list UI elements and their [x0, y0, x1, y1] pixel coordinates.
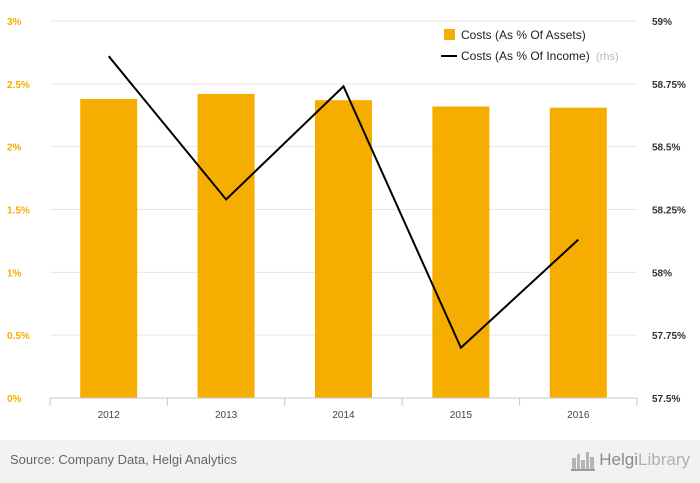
legend-label-bar: Costs (As % Of Assets)	[461, 28, 586, 42]
line-series	[107, 55, 579, 350]
right-tick-label: 58.25%	[652, 206, 686, 217]
legend-label-line-suffix: (rhs)	[596, 51, 619, 63]
right-tick-label: 58.5%	[652, 143, 680, 154]
left-tick-label: 1.5%	[7, 206, 30, 217]
footer-bar: Source: Company Data, Helgi Analytics He…	[0, 440, 700, 483]
x-tick-label: 2016	[567, 410, 590, 421]
axes: 0% 0.5% 1% 1.5% 2% 2.5% 3% 57.5% 57.75% 58% 58.25%…	[7, 17, 686, 421]
brand-name-helgi: Helgi	[599, 450, 639, 469]
brand-name: HelgiLibrary	[599, 450, 690, 470]
left-tick-label: 1%	[7, 268, 22, 279]
right-tick-label: 57.75%	[652, 331, 686, 342]
left-tick-label: 0.5%	[7, 331, 30, 342]
bar	[197, 93, 255, 399]
bar	[315, 100, 372, 399]
left-tick-label: 3%	[7, 17, 22, 28]
bar-series	[80, 93, 607, 399]
legend-label-line-name: Costs (As % Of Income)	[461, 49, 590, 63]
city-skyline-icon	[571, 452, 596, 471]
legend: Costs (As % Of Assets) Costs (As % Of In…	[441, 28, 619, 63]
x-tick-label: 2012	[98, 410, 121, 421]
brand-name-library: Library	[638, 450, 690, 469]
right-tick-label: 58%	[652, 268, 672, 279]
right-tick-label: 57.5%	[652, 394, 680, 405]
x-tick-label: 2015	[450, 410, 473, 421]
chart: 0% 0.5% 1% 1.5% 2% 2.5% 3% 57.5% 57.75% 58% 58.25%…	[7, 17, 686, 421]
x-tick-label: 2014	[332, 410, 355, 421]
legend-swatch-bar	[444, 29, 455, 40]
right-tick-label: 58.75%	[652, 80, 686, 91]
bar	[549, 107, 607, 399]
brand-logo: HelgiLibrary	[571, 449, 690, 471]
bar	[432, 106, 490, 398]
legend-label-line: Costs (As % Of Income) (rhs)	[461, 49, 619, 63]
left-tick-label: 2.5%	[7, 80, 30, 91]
left-tick-label: 2%	[7, 143, 22, 154]
x-tick-label: 2013	[215, 410, 238, 421]
left-tick-label: 0%	[7, 394, 22, 405]
source-note: Source: Company Data, Helgi Analytics	[10, 452, 237, 467]
right-tick-label: 59%	[652, 17, 672, 28]
bar	[80, 98, 138, 398]
